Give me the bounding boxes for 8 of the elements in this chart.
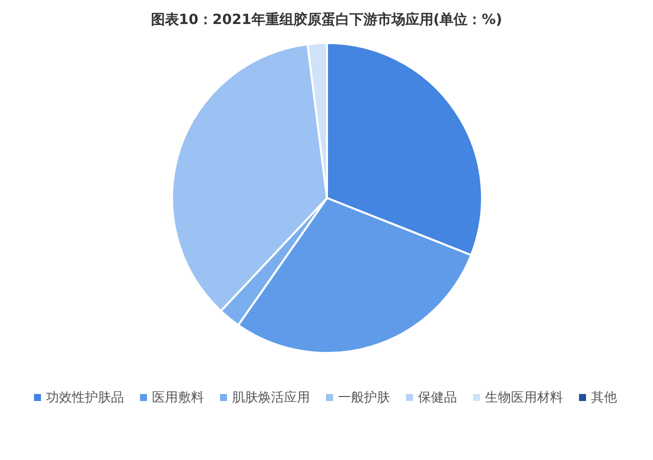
legend-label: 肌肤焕活应用 — [232, 390, 310, 406]
legend-label: 一般护肤 — [338, 390, 390, 406]
chart-title: 图表10：2021年重组胶原蛋白下游市场应用(单位：%) — [150, 11, 502, 28]
legend-label: 医用敷料 — [152, 390, 204, 406]
legend-label: 生物医用材料 — [485, 390, 563, 406]
legend-label: 保健品 — [418, 390, 457, 406]
legend-label: 其他 — [591, 390, 617, 406]
legend-label: 功效性护肤品 — [46, 390, 124, 406]
